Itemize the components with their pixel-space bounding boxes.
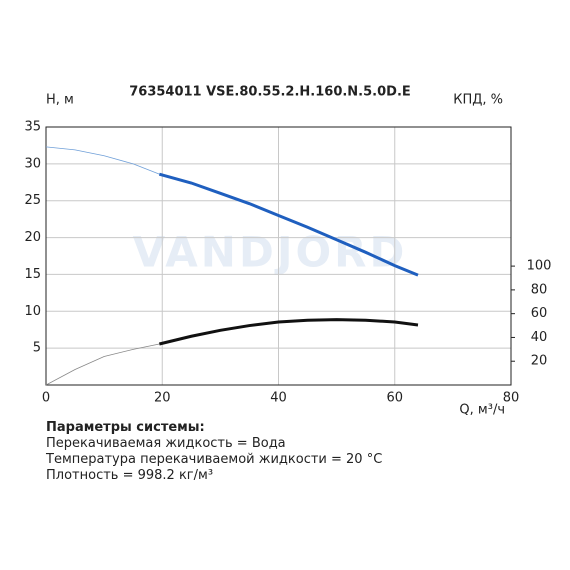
x-tick-label: 40 [270,391,287,406]
chart-title: 76354011 VSE.80.55.2.H.160.N.5.0D.E [129,85,411,100]
x-tick-label: 80 [503,391,520,406]
y-tick-label: 15 [24,267,41,282]
plot-frame [45,126,512,386]
curve [45,343,160,386]
y-tick-label: 20 [24,230,41,245]
x-tick-label: 20 [154,391,171,406]
y2-tick-label: 40 [531,330,548,345]
x-tick-label: 0 [42,391,50,406]
x-axis-label: Q, м³/ч [459,403,505,416]
curve [158,172,419,277]
watermark: VANDJORD [133,228,408,277]
y-tick-label: 35 [24,120,41,135]
parameter-line: Температура перекачиваемой жидкости = 20… [46,452,383,467]
parameters-title: Параметры системы: [46,420,205,435]
parameter-line: Плотность = 998.2 кг/м³ [46,468,214,483]
y2-tick-label: 80 [531,282,548,297]
curve [45,146,160,175]
y-tick-label: 30 [24,156,41,171]
x-tick-label: 60 [386,391,403,406]
y-axis-label: H, м [46,93,74,108]
y-tick-label: 25 [24,193,41,208]
y-tick-label: 5 [33,341,41,356]
y2-tick-label: 60 [531,306,548,321]
y-tick-label: 10 [24,304,41,319]
chart: 76354011 VSE.80.55.2.H.160.N.5.0D.E H, м… [24,85,552,418]
y2-axis-label: КПД, % [453,93,503,108]
curve [158,318,419,346]
parameters: Параметры системы: Перекачиваемая жидкос… [46,420,382,484]
parameter-line: Перекачиваемая жидкость = Вода [46,436,286,451]
y2-tick-label: 20 [531,354,548,369]
y2-tick-label: 100 [527,259,552,274]
